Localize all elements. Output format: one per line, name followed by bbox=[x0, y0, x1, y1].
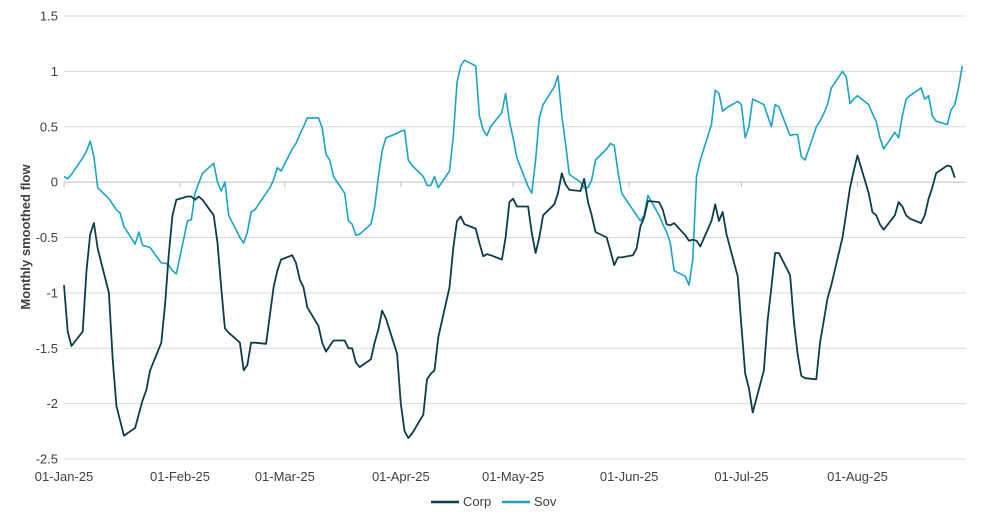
corp-series-line bbox=[63, 154, 956, 439]
y-axis-title: Monthly smoothed flow bbox=[18, 164, 33, 310]
y-tick-label: -2.5 bbox=[36, 452, 58, 467]
x-tick-label: 01-Aug-25 bbox=[827, 469, 888, 484]
x-tick-label: 01-Jan-25 bbox=[35, 469, 94, 484]
y-tick-label: 1 bbox=[51, 64, 58, 79]
y-tick-label: 0.5 bbox=[40, 119, 58, 134]
legend-label-sov: Sov bbox=[534, 494, 557, 509]
legend: Corp Sov bbox=[431, 494, 557, 509]
y-tick-label: 0 bbox=[51, 175, 58, 190]
x-tick-label: 01-May-25 bbox=[482, 469, 544, 484]
x-tick-label: 01-Jul-25 bbox=[714, 469, 768, 484]
series-lines bbox=[63, 59, 964, 439]
legend-label-corp: Corp bbox=[463, 494, 491, 509]
y-axis-ticks: 1.5 1 0.5 0 -0.5 -1 -1.5 -2 -2.5 bbox=[36, 9, 58, 467]
sov-series-line bbox=[63, 59, 964, 286]
x-tick-label: 01-Feb-25 bbox=[150, 469, 210, 484]
y-tick-label: -1 bbox=[46, 285, 58, 300]
y-tick-label: -1.5 bbox=[36, 341, 58, 356]
gridlines bbox=[64, 15, 966, 460]
y-tick-label: -0.5 bbox=[36, 230, 58, 245]
x-axis-ticks: 01-Jan-25 01-Feb-25 01-Mar-25 01-Apr-25 01-M… bbox=[35, 182, 888, 484]
x-tick-label: 01-Jun-25 bbox=[600, 469, 659, 484]
y-tick-label: 1.5 bbox=[40, 9, 58, 24]
x-tick-label: 01-Apr-25 bbox=[372, 469, 430, 484]
x-tick-label: 01-Mar-25 bbox=[255, 469, 315, 484]
y-tick-label: -2 bbox=[46, 396, 58, 411]
